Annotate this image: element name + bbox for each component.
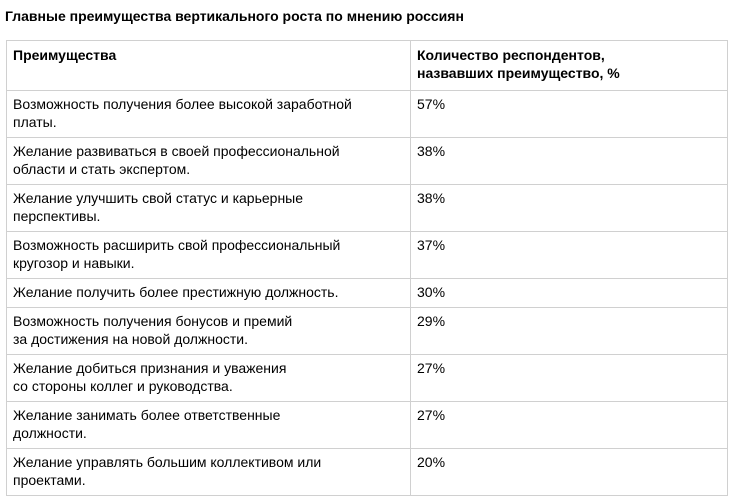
table-row: Желание получить более престижную должно… bbox=[6, 278, 728, 308]
table-header-row: Преимущества Количество респондентов, на… bbox=[6, 40, 728, 91]
benefit-cell: Возможность получения более высокой зара… bbox=[6, 90, 411, 138]
table-row: Желание развиваться в своей профессионал… bbox=[6, 137, 728, 185]
benefit-cell: Желание управлять большим коллективом ил… bbox=[6, 448, 411, 496]
value-cell: 27% bbox=[410, 401, 728, 449]
column-header-respondents: Количество респондентов, назвавших преим… bbox=[410, 40, 728, 91]
benefits-table: Преимущества Количество респондентов, на… bbox=[6, 40, 728, 496]
benefit-cell: Желание занимать более ответственные дол… bbox=[6, 401, 411, 449]
value-cell: 29% bbox=[410, 307, 728, 355]
value-cell: 30% bbox=[410, 278, 728, 308]
value-cell: 38% bbox=[410, 184, 728, 232]
table-row: Желание улучшить свой статус и карьерные… bbox=[6, 184, 728, 232]
table-row: Возможность получения более высокой зара… bbox=[6, 90, 728, 138]
table-row: Желание занимать более ответственные дол… bbox=[6, 401, 728, 449]
table-row: Желание управлять большим коллективом ил… bbox=[6, 448, 728, 496]
benefit-cell: Возможность получения бонусов и премий з… bbox=[6, 307, 411, 355]
benefit-cell: Желание добиться признания и уважения со… bbox=[6, 354, 411, 402]
value-cell: 20% bbox=[410, 448, 728, 496]
value-cell: 57% bbox=[410, 90, 728, 138]
column-header-benefits: Преимущества bbox=[6, 40, 411, 91]
value-cell: 37% bbox=[410, 231, 728, 279]
value-cell: 38% bbox=[410, 137, 728, 185]
page-title: Главные преимущества вертикального роста… bbox=[5, 8, 464, 24]
value-cell: 27% bbox=[410, 354, 728, 402]
benefit-cell: Возможность расширить свой профессиональ… bbox=[6, 231, 411, 279]
table-row: Возможность получения бонусов и премий з… bbox=[6, 307, 728, 355]
table-row: Желание добиться признания и уважения со… bbox=[6, 354, 728, 402]
benefit-cell: Желание получить более престижную должно… bbox=[6, 278, 411, 308]
table-row: Возможность расширить свой профессиональ… bbox=[6, 231, 728, 279]
benefit-cell: Желание улучшить свой статус и карьерные… bbox=[6, 184, 411, 232]
benefit-cell: Желание развиваться в своей профессионал… bbox=[6, 137, 411, 185]
